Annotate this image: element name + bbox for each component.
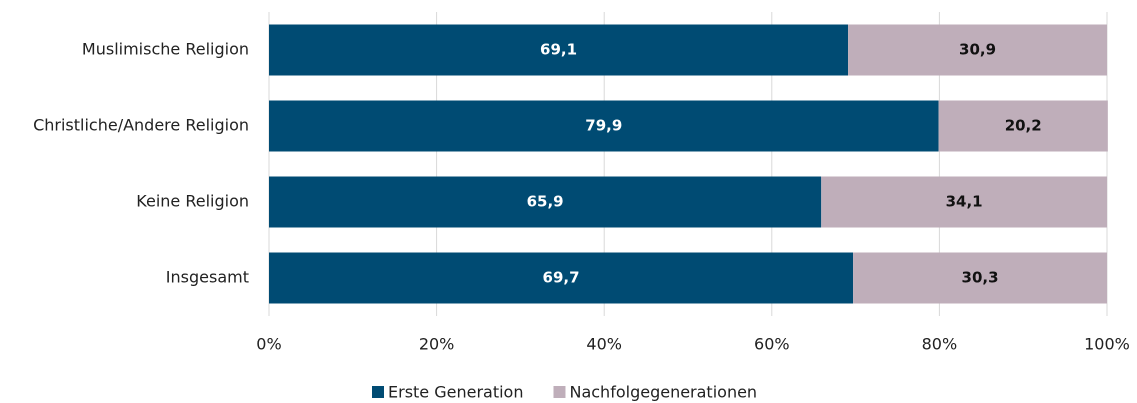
bar-segment [269,176,822,228]
legend-swatch [553,386,566,398]
x-tick-label: 20% [419,335,455,354]
bar-segment [269,24,849,76]
value-label: 69,1 [540,41,577,59]
x-tick-label: 60% [754,335,790,354]
y-tick-label: Muslimische Religion [82,40,249,59]
value-label: 30,3 [962,269,999,287]
y-tick-label: Keine Religion [136,192,249,211]
value-label: 65,9 [527,193,564,211]
y-tick-label: Christliche/Andere Religion [33,116,249,135]
legend-label: Nachfolgegenerationen [569,383,757,402]
legend-swatch [372,386,384,398]
bar-segment [853,252,1107,304]
x-tick-label: 100% [1084,335,1130,354]
bar-segment [938,100,1108,152]
y-tick-label: Insgesamt [166,268,249,287]
value-label: 20,2 [1005,117,1042,135]
x-tick-label: 0% [256,335,281,354]
value-label: 30,9 [959,41,996,59]
bar-segment [269,252,854,304]
x-tick-label: 80% [922,335,958,354]
bar-segment [848,24,1107,76]
value-label: 69,7 [543,269,580,287]
bar-segment [269,100,939,152]
legend-label: Erste Generation [388,383,523,402]
value-label: 34,1 [946,193,983,211]
bar-segment [821,176,1107,228]
value-label: 79,9 [585,117,622,135]
x-tick-label: 40% [586,335,622,354]
